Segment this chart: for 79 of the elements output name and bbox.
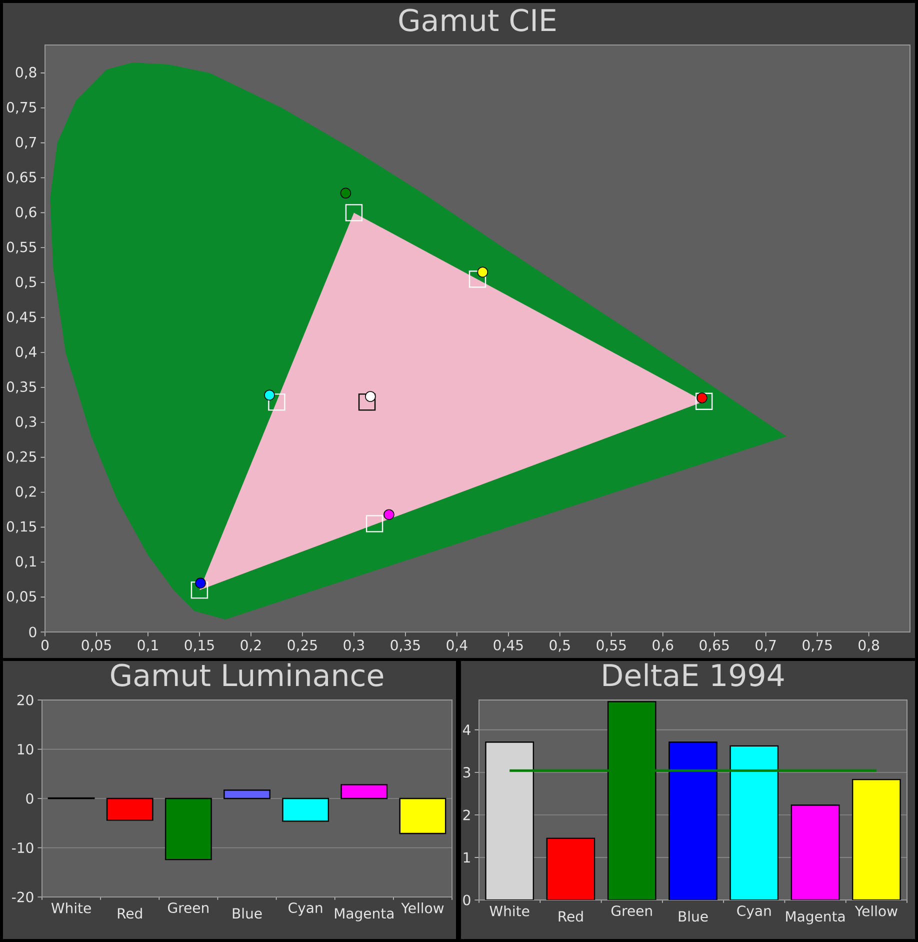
point — [190, 581, 208, 599]
y-tick-label: 0,8 — [16, 66, 36, 79]
y-tick-label: -10 — [12, 842, 34, 854]
y-tick-label: 0,5 — [16, 276, 36, 289]
y-tick-label: 0,2 — [16, 486, 36, 498]
x-tick-label: Cyan — [288, 902, 322, 916]
x-tick-label: 0,65 — [700, 640, 729, 652]
x-tick-label: Green — [611, 905, 652, 916]
point — [268, 393, 286, 411]
x-tick-label: 0,1 — [138, 640, 158, 652]
y-tick-label: 0,3 — [16, 416, 36, 428]
y-tick-label: 4 — [462, 724, 470, 735]
y-tick-label: 0,25 — [6, 451, 36, 464]
y-tick-label: 20 — [17, 694, 34, 706]
chart-title: DeltaE 1994 — [604, 663, 784, 686]
y-tick-label: 1 — [464, 852, 470, 863]
x-tick-label: 0,35 — [390, 640, 420, 652]
x-tick-label: 0,45 — [494, 640, 523, 652]
x-tick-label: Yellow — [854, 905, 898, 916]
x-tick-label: Red — [558, 910, 583, 922]
y-tick-label: 0,15 — [6, 521, 36, 534]
chart-title: Gamut Luminance — [111, 663, 384, 686]
y-tick-label: 0 — [26, 793, 34, 804]
x-tick-label: Cyan — [737, 905, 771, 919]
bar — [106, 798, 154, 821]
point — [695, 392, 713, 410]
point — [477, 266, 488, 278]
point — [358, 393, 376, 411]
chart-title: Gamut CIE — [399, 8, 556, 32]
point — [696, 392, 708, 404]
y-tick-label: 2 — [463, 810, 470, 820]
x-tick-label: 0,55 — [596, 640, 626, 652]
y-tick-label: 0,55 — [6, 242, 36, 254]
bar — [224, 790, 270, 800]
bar — [399, 798, 446, 834]
x-tick-label: White — [490, 905, 530, 916]
point — [345, 204, 363, 222]
y-tick-label: 0 — [463, 894, 470, 906]
x-tick-label: Magenta — [786, 911, 845, 924]
x-tick-label: White — [51, 902, 91, 914]
point — [468, 270, 486, 288]
y-tick-label: 0,6 — [16, 206, 36, 219]
bar — [340, 784, 388, 800]
x-tick-label: 0,05 — [82, 640, 111, 652]
y-tick-label: 0 — [29, 626, 36, 638]
y-tick-label: 0,4 — [16, 346, 36, 358]
x-tick-label: 0,8 — [858, 640, 879, 652]
bar — [282, 798, 330, 822]
point — [195, 578, 206, 588]
x-tick-label: 0,75 — [802, 640, 832, 652]
point — [384, 509, 394, 520]
y-tick-label: 0,75 — [6, 102, 36, 114]
y-tick-label: -20 — [12, 892, 34, 902]
x-tick-label: Red — [118, 908, 142, 919]
x-tick-label: 0,2 — [240, 640, 261, 652]
y-tick-label: 0,1 — [16, 556, 36, 568]
x-tick-label: 0 — [41, 640, 49, 650]
y-tick-label: 0,65 — [6, 172, 36, 184]
x-tick-label: 0,15 — [184, 640, 214, 652]
y-tick-label: 10 — [18, 744, 34, 755]
bar — [164, 798, 212, 860]
x-tick-label: 0,7 — [756, 640, 776, 652]
y-tick-label: 0,45 — [6, 312, 36, 324]
x-tick-label: 0,5 — [550, 640, 570, 652]
y-tick-label: 3 — [463, 767, 470, 778]
x-tick-label: 0,3 — [344, 640, 364, 652]
x-tick-label: Blue — [678, 910, 708, 922]
x-tick-label: 0,25 — [288, 640, 317, 652]
x-tick-label: Magenta — [334, 908, 394, 922]
x-tick-label: 0,6 — [652, 640, 674, 652]
x-tick-label: Yellow — [401, 902, 444, 914]
x-tick-label: Blue — [232, 908, 262, 919]
point — [340, 188, 352, 199]
y-tick-label: 0,05 — [6, 591, 36, 604]
point — [264, 390, 275, 400]
x-tick-label: Green — [168, 902, 208, 914]
point — [366, 515, 384, 532]
y-tick-label: 0,7 — [16, 136, 36, 149]
y-tick-label: 0,35 — [6, 381, 36, 394]
